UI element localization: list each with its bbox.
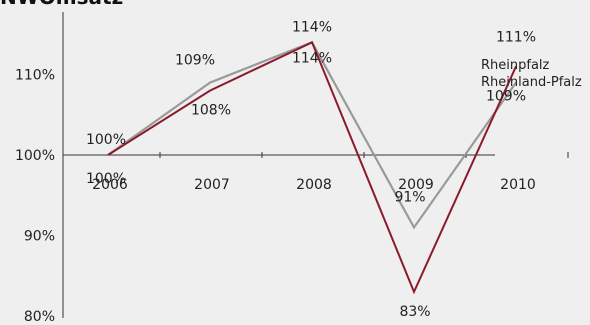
y-tick-label: 110%: [15, 68, 55, 84]
y-tick-label: 90%: [24, 229, 55, 245]
chart-axes: 80% 90% 100% 110% 2006 2007 2008 2009 2010: [15, 12, 569, 325]
legend-entry: Rheinland-Pfalz: [481, 75, 582, 90]
data-label: 100%: [86, 171, 126, 187]
data-label: 109%: [486, 89, 526, 105]
series-lines: [107, 40, 517, 295]
y-tick-label: 100%: [15, 148, 55, 164]
data-label: 114%: [292, 19, 332, 35]
legend-entry: Rheinpfalz: [481, 58, 550, 73]
series-line-rheinpfalz: [107, 40, 517, 295]
data-label: 108%: [191, 103, 231, 119]
legend: Rheinpfalz Rheinland-Pfalz: [481, 58, 582, 90]
data-label: 111%: [496, 29, 536, 45]
x-tick-label: 2007: [194, 177, 230, 193]
x-tick-label: 2009: [398, 177, 434, 193]
data-label: 114%: [292, 50, 332, 66]
x-tick-label: 2008: [296, 177, 332, 193]
chart-title: NWOmsatz: [0, 0, 123, 9]
y-tick-label: 80%: [24, 309, 55, 325]
data-label: 83%: [399, 304, 430, 320]
x-tick-label: 2006: [92, 177, 128, 193]
data-labels: 100% 108% 114% 83% 111% 100% 109% 114% 91% 109%: [86, 19, 536, 320]
data-label: 109%: [175, 53, 215, 69]
x-tick-label: 2010: [500, 177, 536, 193]
data-label: 100%: [86, 132, 126, 148]
data-label: 91%: [394, 189, 425, 205]
